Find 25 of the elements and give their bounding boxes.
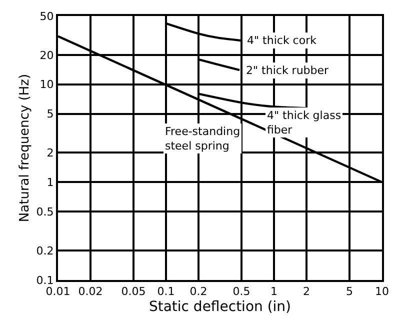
y-axis-title: Natural frequency (Hz) — [18, 74, 33, 222]
y-tick-label: 0.5 — [36, 205, 54, 218]
y-tick-label: 50 — [40, 10, 54, 23]
annotation: 4" thick glass fiber — [267, 109, 342, 136]
y-tick-label: 5 — [46, 108, 54, 121]
x-tick-label: 0.1 — [157, 285, 175, 298]
x-tick-label: 0.01 — [46, 285, 70, 298]
x-tick-label: 0.5 — [232, 285, 250, 298]
annotation: Free-standing steel spring — [165, 125, 240, 152]
x-tick-label: 2 — [303, 285, 310, 298]
x-tick-label: 10 — [375, 285, 389, 298]
annotation: 2" thick rubber — [246, 64, 330, 77]
x-tick-label: 5 — [346, 285, 353, 298]
x-tick-label: 1 — [270, 285, 278, 298]
x-tick-label: 0.02 — [78, 285, 103, 298]
x-tick-label: 0.05 — [121, 285, 146, 298]
y-tick-label: 1 — [46, 176, 54, 190]
y-tick-label: 20 — [40, 48, 54, 62]
x-tick-label: 0.2 — [190, 285, 208, 298]
y-tick-label: 10 — [40, 78, 54, 92]
y-tick-label: 2 — [46, 146, 54, 160]
y-tick-label: 0.2 — [36, 244, 54, 258]
x-axis-title: Static deflection (in) — [148, 299, 292, 315]
annotation: 4" thick cork — [247, 34, 318, 47]
y-tick-label: 0.1 — [36, 274, 54, 287]
